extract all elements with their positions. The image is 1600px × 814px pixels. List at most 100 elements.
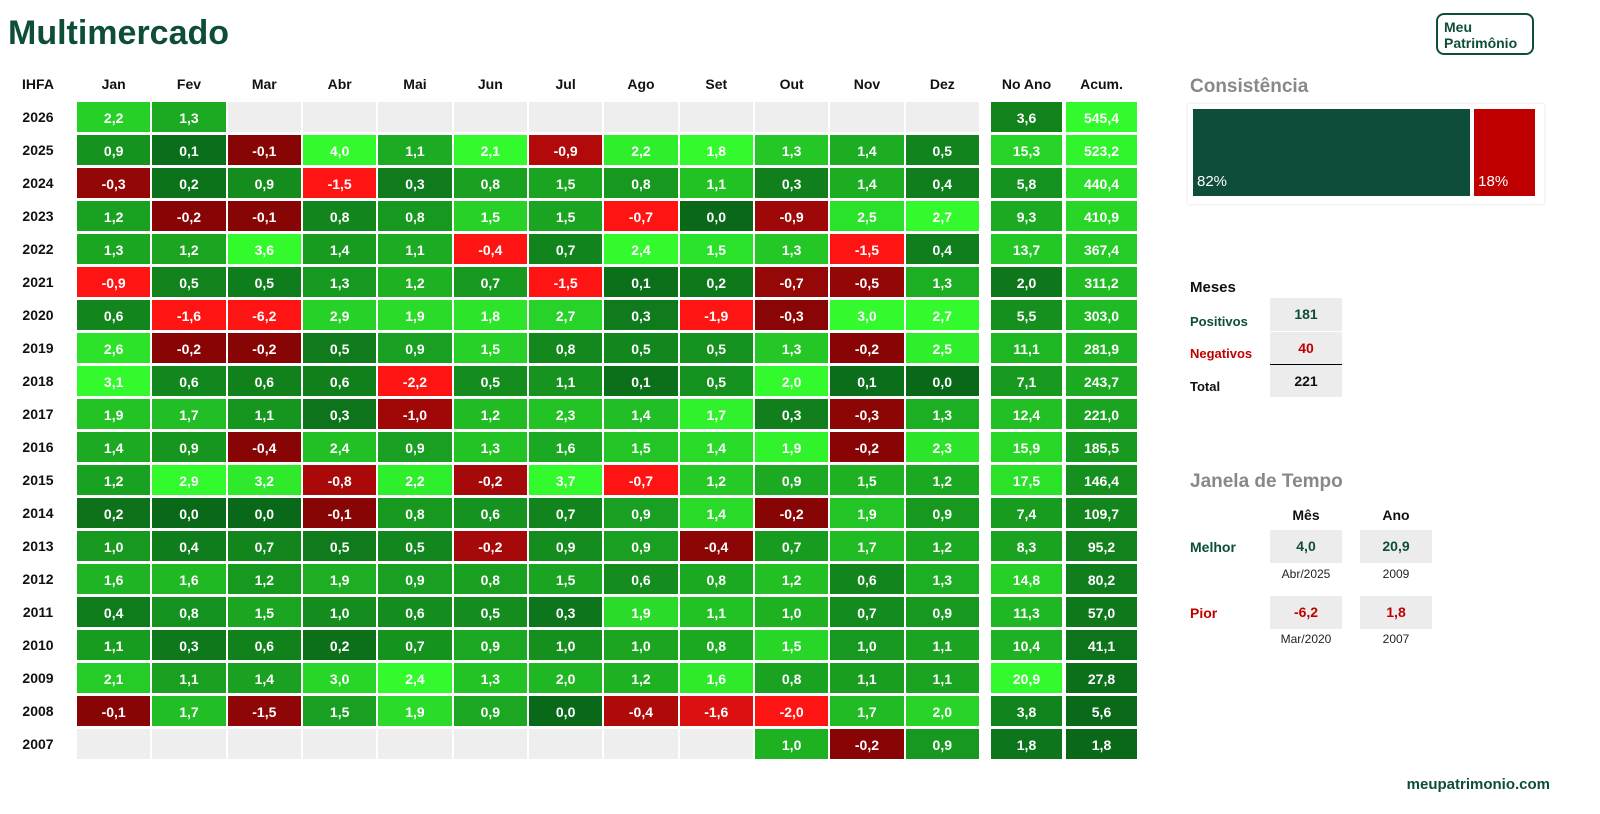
return-cell: 1,4 bbox=[678, 431, 754, 463]
return-cell: 0,5 bbox=[151, 266, 227, 298]
return-cell: 0,3 bbox=[151, 629, 227, 661]
return-cell: 1,3 bbox=[753, 332, 830, 364]
return-cell: 311,2 bbox=[1065, 266, 1138, 298]
return-cell: 0,9 bbox=[151, 431, 227, 463]
empty-cell bbox=[151, 728, 227, 760]
return-cell: 3,8 bbox=[990, 695, 1063, 727]
column-header: Acum. bbox=[1080, 76, 1123, 92]
return-cell: 1,6 bbox=[76, 563, 152, 595]
return-cell: 27,8 bbox=[1065, 662, 1138, 694]
return-cell: -0,2 bbox=[452, 464, 528, 496]
empty-cell bbox=[829, 101, 905, 133]
return-cell: 0,1 bbox=[829, 365, 905, 397]
return-cell: 2,9 bbox=[301, 299, 378, 331]
empty-cell bbox=[301, 728, 378, 760]
return-cell: 0,9 bbox=[904, 596, 980, 628]
return-cell: 0,0 bbox=[527, 695, 604, 727]
return-cell: 1,7 bbox=[678, 398, 754, 430]
return-cell: 1,9 bbox=[753, 431, 830, 463]
return-cell: 146,4 bbox=[1065, 464, 1138, 496]
return-cell: 0,8 bbox=[678, 563, 754, 595]
return-cell: 3,7 bbox=[527, 464, 604, 496]
return-cell: 0,6 bbox=[452, 497, 528, 529]
return-cell: 1,5 bbox=[301, 695, 378, 727]
return-cell: 0,5 bbox=[377, 530, 453, 562]
return-cell: 0,3 bbox=[301, 398, 378, 430]
column-header: Jul bbox=[555, 76, 576, 92]
return-cell: 2,4 bbox=[603, 233, 679, 265]
return-cell: 1,1 bbox=[678, 167, 754, 199]
return-cell: 1,6 bbox=[151, 563, 227, 595]
return-cell: 0,6 bbox=[301, 365, 378, 397]
return-cell: 80,2 bbox=[1065, 563, 1138, 595]
return-cell: 1,1 bbox=[377, 134, 453, 166]
return-cell: 95,2 bbox=[1065, 530, 1138, 562]
return-cell: 0,3 bbox=[527, 596, 604, 628]
return-cell: 1,0 bbox=[753, 728, 830, 760]
corner-header: IHFA bbox=[22, 76, 54, 92]
empty-cell bbox=[452, 101, 528, 133]
return-cell: 0,7 bbox=[527, 233, 604, 265]
return-cell: 1,3 bbox=[452, 431, 528, 463]
return-cell: 2,5 bbox=[904, 332, 980, 364]
return-cell: 2,1 bbox=[452, 134, 528, 166]
return-cell: 1,1 bbox=[377, 233, 453, 265]
return-cell: -0,2 bbox=[151, 200, 227, 232]
return-cell: 2,3 bbox=[527, 398, 604, 430]
logo-line: Meu bbox=[1444, 19, 1472, 35]
return-cell: 1,3 bbox=[904, 266, 980, 298]
return-cell: -0,2 bbox=[829, 332, 905, 364]
return-cell: 0,0 bbox=[226, 497, 302, 529]
return-cell: 243,7 bbox=[1065, 365, 1138, 397]
column-header: Abr bbox=[327, 76, 352, 92]
return-cell: 0,9 bbox=[226, 167, 302, 199]
return-cell: 1,2 bbox=[151, 233, 227, 265]
return-cell: 1,2 bbox=[76, 200, 152, 232]
row-year: 2015 bbox=[22, 472, 54, 488]
return-cell: 2,3 bbox=[904, 431, 980, 463]
return-cell: 7,4 bbox=[990, 497, 1063, 529]
return-cell: 0,6 bbox=[226, 365, 302, 397]
row-year: 2013 bbox=[22, 538, 54, 554]
return-cell: -0,9 bbox=[76, 266, 152, 298]
return-cell: -0,4 bbox=[452, 233, 528, 265]
return-cell: 14,8 bbox=[990, 563, 1063, 595]
return-cell: 2,9 bbox=[151, 464, 227, 496]
value-box: -6,2 bbox=[1270, 596, 1342, 629]
return-cell: 0,6 bbox=[76, 299, 152, 331]
return-cell: 303,0 bbox=[1065, 299, 1138, 331]
return-cell: 0,7 bbox=[377, 629, 453, 661]
column-header: Jan bbox=[101, 76, 126, 92]
logo[interactable]: Meu Patrimônio bbox=[1436, 13, 1534, 55]
return-cell: 2,2 bbox=[76, 101, 152, 133]
return-cell: 0,9 bbox=[603, 530, 679, 562]
return-cell: -1,9 bbox=[678, 299, 754, 331]
return-cell: 0,9 bbox=[527, 530, 604, 562]
return-cell: 8,3 bbox=[990, 530, 1063, 562]
return-cell: -1,5 bbox=[226, 695, 302, 727]
return-cell: 0,8 bbox=[452, 563, 528, 595]
row-year: 2023 bbox=[22, 208, 54, 224]
return-cell: 0,7 bbox=[753, 530, 830, 562]
section-title: Janela de Tempo bbox=[1190, 471, 1343, 492]
return-cell: 0,8 bbox=[377, 497, 453, 529]
return-cell: 7,1 bbox=[990, 365, 1063, 397]
footer[interactable]: meupatrimonio.com bbox=[1406, 776, 1550, 793]
return-cell: 2,4 bbox=[377, 662, 453, 694]
return-cell: 1,2 bbox=[904, 464, 980, 496]
return-cell: 0,9 bbox=[377, 563, 453, 595]
return-cell: 1,0 bbox=[76, 530, 152, 562]
return-cell: 0,9 bbox=[753, 464, 830, 496]
return-cell: 1,4 bbox=[76, 431, 152, 463]
return-cell: 1,4 bbox=[226, 662, 302, 694]
return-cell: 11,1 bbox=[990, 332, 1063, 364]
return-cell: -1,0 bbox=[377, 398, 453, 430]
return-cell: 1,8 bbox=[678, 134, 754, 166]
return-cell: 2,5 bbox=[829, 200, 905, 232]
empty-cell bbox=[678, 728, 754, 760]
return-cell: 0,4 bbox=[904, 167, 980, 199]
empty-cell bbox=[377, 728, 453, 760]
return-cell: 0,3 bbox=[603, 299, 679, 331]
return-cell: 1,1 bbox=[226, 398, 302, 430]
return-cell: -0,8 bbox=[301, 464, 378, 496]
